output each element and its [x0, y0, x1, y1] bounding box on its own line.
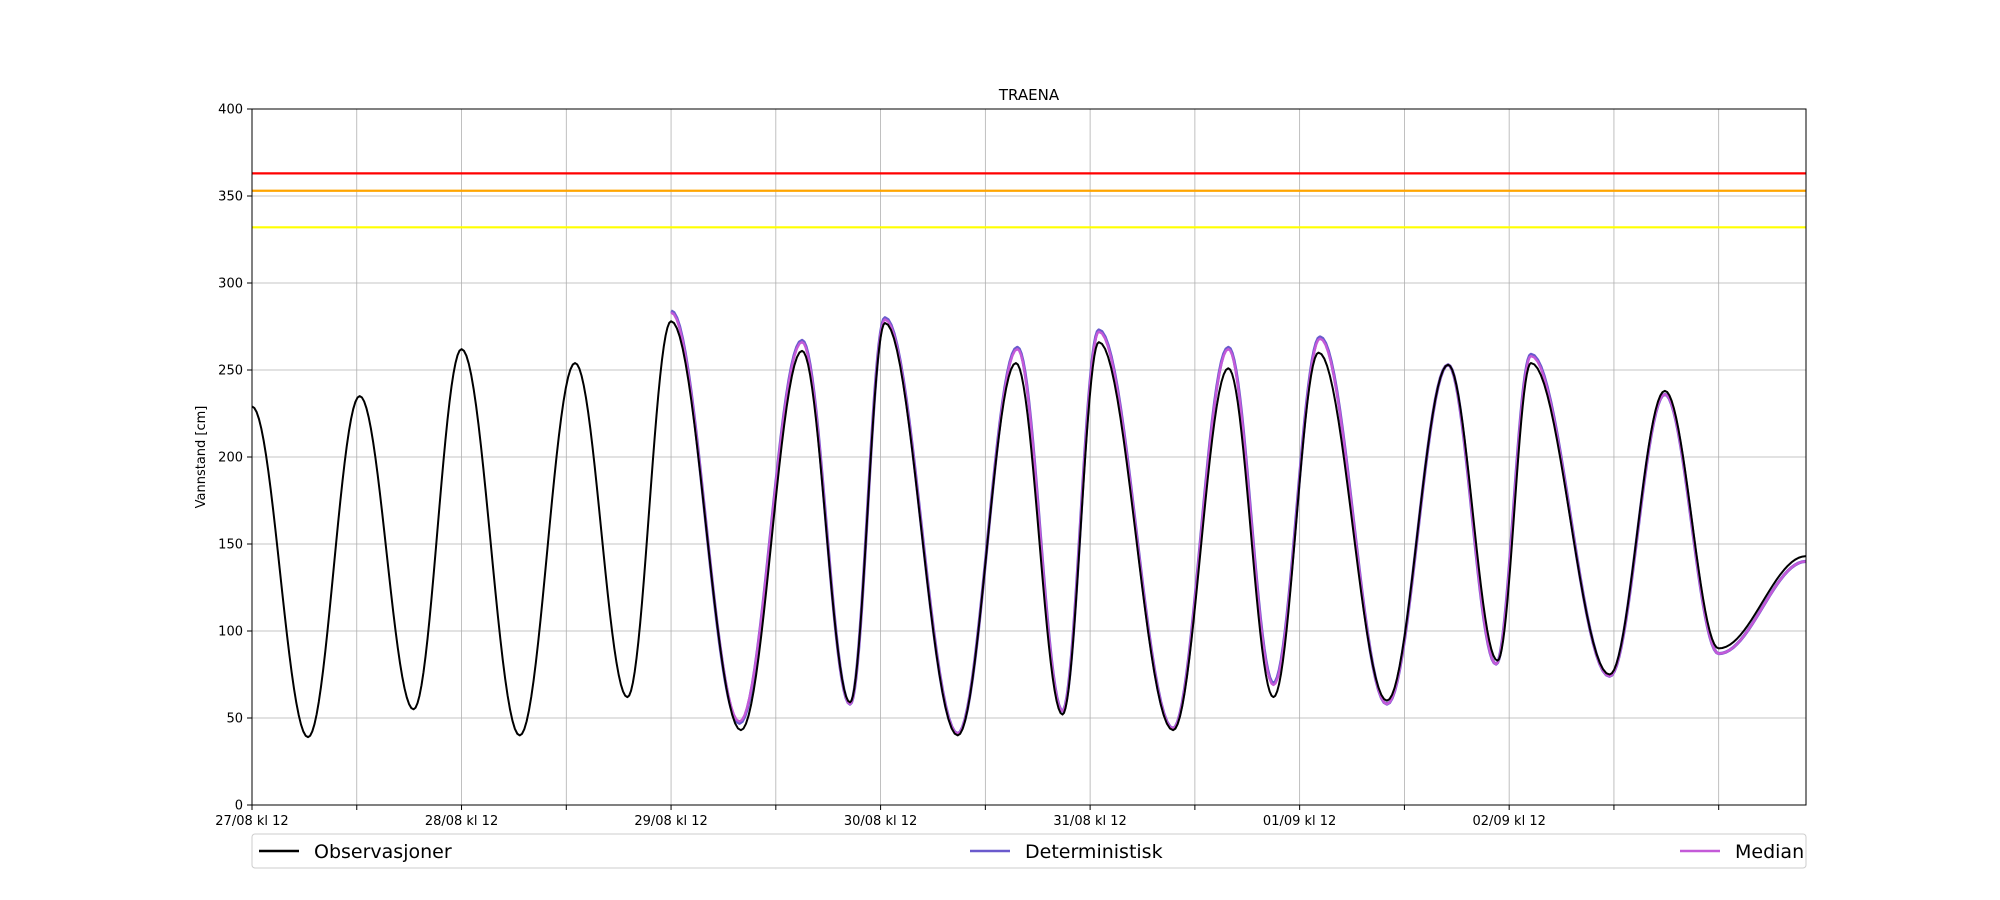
grid: [251, 108, 1806, 806]
x-tick-label: 28/08 kl 12: [425, 814, 498, 829]
y-axis-label: Vannstand [cm]: [194, 406, 209, 509]
series-line-observasjoner: [251, 320, 1807, 739]
x-tick-label: 30/08 kl 12: [844, 814, 917, 829]
legend-entry: Deterministisk: [1025, 841, 1163, 863]
series-lines: [251, 309, 1807, 739]
y-tick-label: 250: [218, 364, 243, 379]
y-tick-label: 100: [218, 625, 243, 640]
axes: 0 50 100 150 200 250 300 350 400 27/08 kl 12 28/08…: [215, 103, 1720, 829]
x-tick-label: 02/09 kl 12: [1472, 814, 1545, 829]
y-tick-label: 400: [218, 103, 243, 118]
legend-entry: Median: [1735, 841, 1804, 863]
y-tick-label: 350: [218, 190, 243, 205]
x-tick-label: 27/08 kl 12: [215, 814, 288, 829]
legend-box: [251, 833, 1807, 869]
legend-entry: Observasjoner: [314, 841, 452, 863]
x-tick-label: 29/08 kl 12: [634, 814, 707, 829]
y-tick-label: 300: [218, 277, 243, 292]
x-tick-label: 01/09 kl 12: [1263, 814, 1336, 829]
y-tick-label: 150: [218, 538, 243, 553]
y-tick-label: 50: [226, 712, 243, 727]
threshold-lines: [252, 172, 1806, 229]
x-tick-label: 31/08 kl 12: [1053, 814, 1126, 829]
y-tick-label: 0: [235, 799, 243, 814]
y-tick-label: 200: [218, 451, 243, 466]
chart-title: TRAENA: [998, 86, 1060, 104]
legend: Observasjoner Deterministisk Median: [251, 833, 1807, 869]
